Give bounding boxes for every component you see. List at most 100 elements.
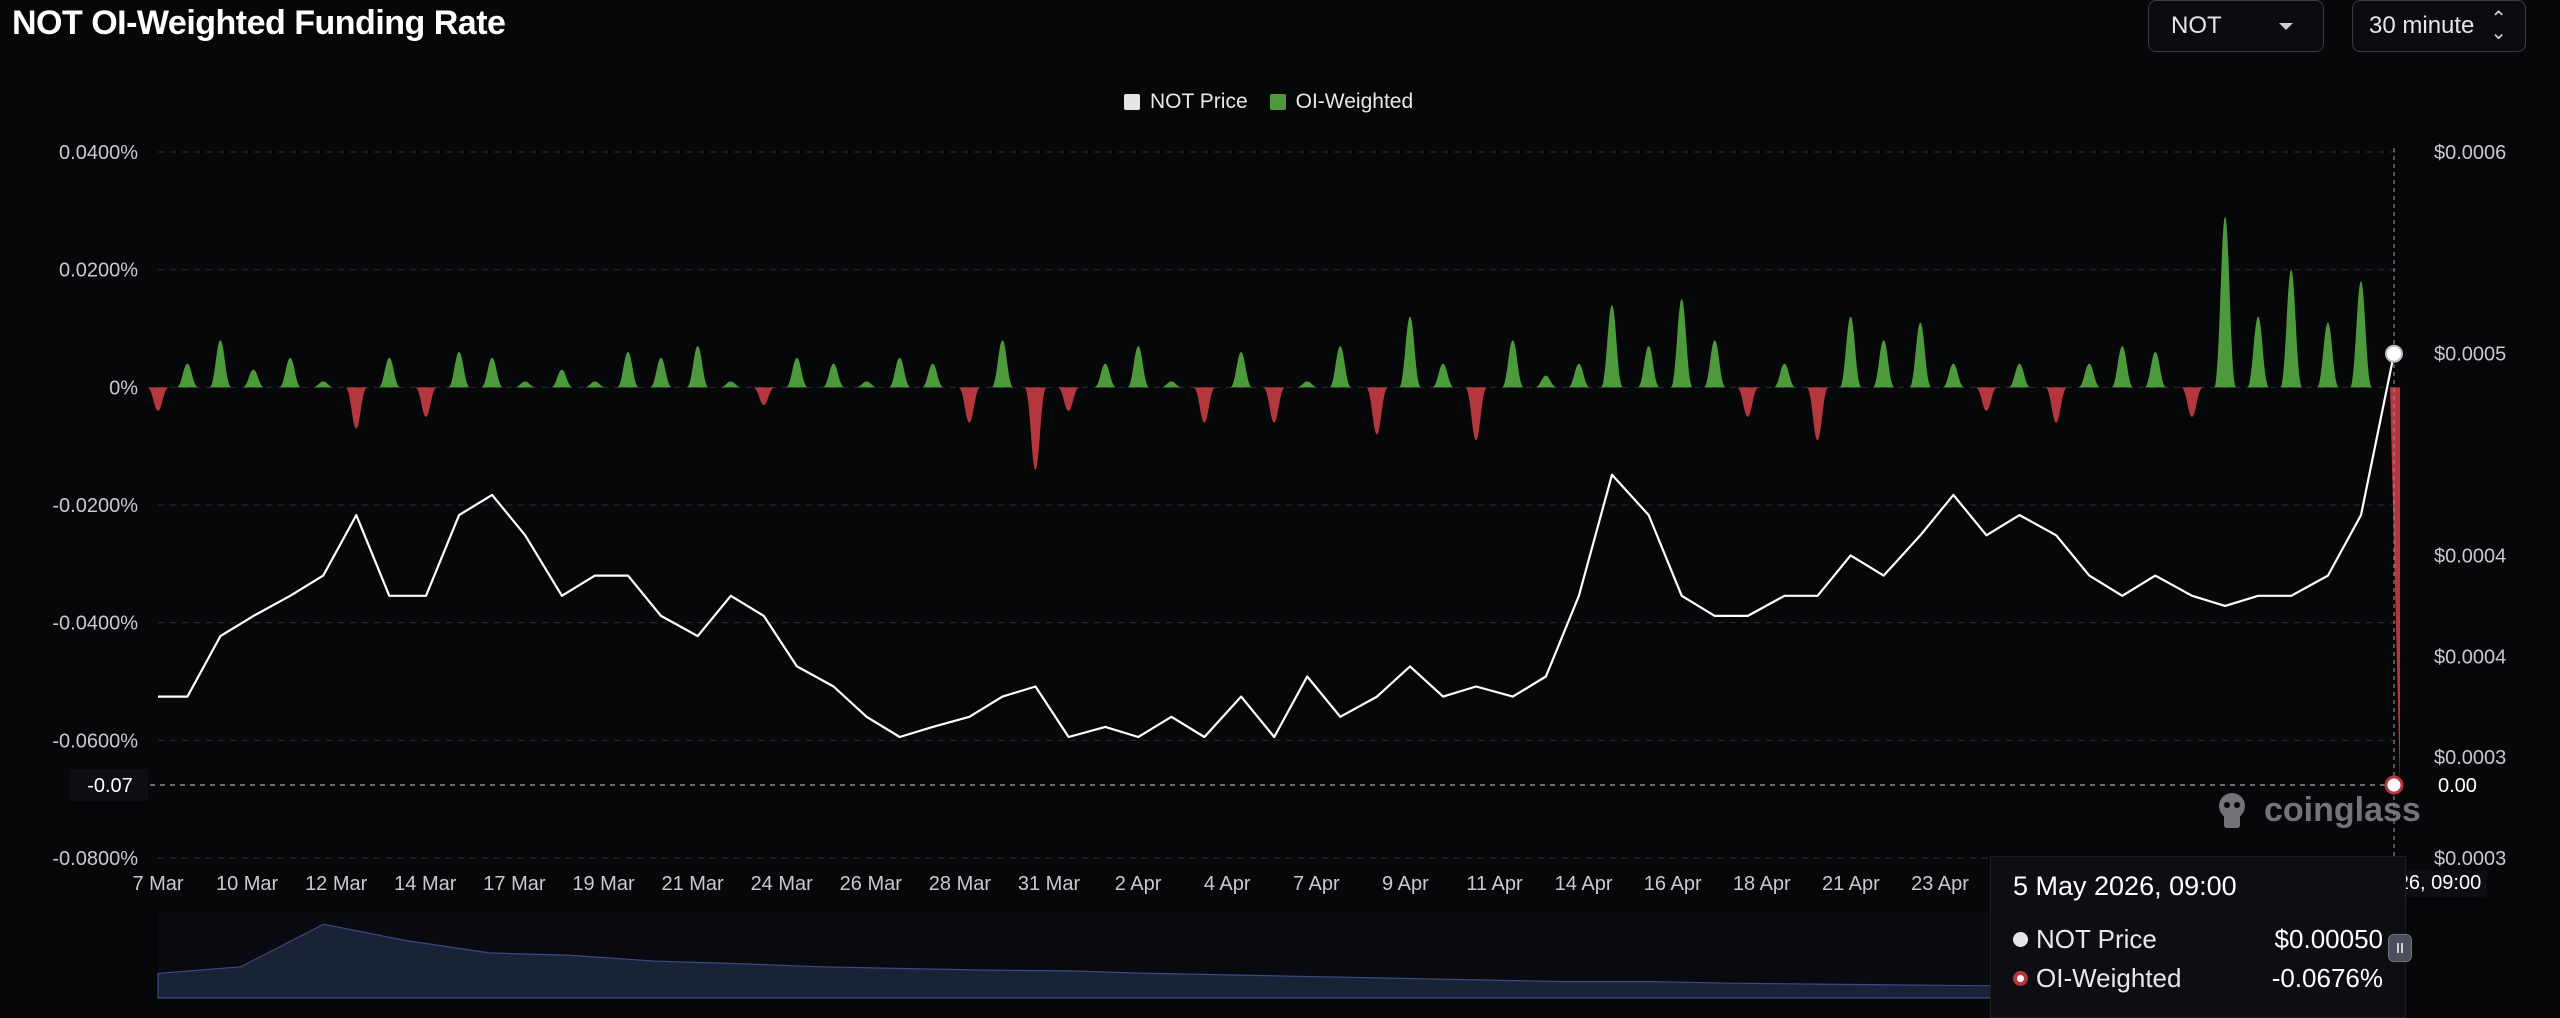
legend-label-price: NOT Price <box>1150 90 1248 113</box>
funding-rate-bar <box>785 357 808 388</box>
tooltip-row-price: NOT Price $0.00050 <box>2013 924 2383 955</box>
funding-rate-bar <box>1057 387 1080 411</box>
y-left-tick-label: 0% <box>109 377 138 399</box>
x-tick-label: 10 Mar <box>216 873 279 895</box>
funding-rate-bar <box>2144 352 2167 388</box>
legend-item-oi[interactable]: OI-Weighted <box>1269 90 1414 114</box>
x-tick-label: 23 Apr <box>1911 873 1969 895</box>
coinglass-logo-icon <box>2219 793 2245 828</box>
x-tick-label: 21 Mar <box>661 873 724 895</box>
funding-rate-bar <box>888 357 911 388</box>
funding-rate-bar <box>2111 346 2134 388</box>
funding-rate-bar <box>1942 363 1965 388</box>
y-right-tick-label: $0.0006 <box>2434 142 2506 164</box>
funding-rate-bar <box>2247 316 2270 388</box>
interval-select[interactable]: 30 minute ⌃ ⌄ <box>2352 0 2526 52</box>
x-tick-label: 31 Mar <box>1018 873 1081 895</box>
legend-swatch-oi <box>1269 94 1286 110</box>
funding-rate-bar <box>550 369 573 388</box>
funding-rate-bar <box>378 357 401 388</box>
x-tick-label: 19 Mar <box>572 873 635 895</box>
funding-rate-bar <box>1024 387 1047 470</box>
funding-rate-bar <box>1094 363 1117 388</box>
funding-rate-bar <box>1567 363 1590 388</box>
navigator-handle[interactable] <box>2388 934 2412 962</box>
x-tick-label: 7 Apr <box>1293 873 1340 895</box>
x-tick-label: 24 Mar <box>751 873 814 895</box>
x-tick-label: 9 Apr <box>1382 873 1429 895</box>
updown-arrows-icon: ⌃ ⌄ <box>2490 6 2507 44</box>
funding-rate-bar <box>616 352 639 388</box>
coinglass-watermark: coinglass <box>2210 788 2421 832</box>
funding-rate-bar <box>481 357 504 388</box>
funding-rate-bar <box>2008 363 2031 388</box>
funding-rate-bar <box>514 381 537 388</box>
funding-rate-bar <box>2078 363 2101 388</box>
x-tick-label: 14 Apr <box>1555 873 1613 895</box>
funding-rate-bar <box>1263 387 1286 423</box>
x-tick-label: 17 Mar <box>483 873 546 895</box>
funding-rate-bar <box>1160 381 1183 388</box>
funding-rate-bar <box>2214 216 2237 388</box>
funding-rate-bar <box>1399 316 1422 388</box>
funding-rate-bar <box>1501 340 1524 388</box>
funding-rate-bar <box>2280 269 2303 388</box>
funding-rate-bar <box>2045 387 2068 423</box>
funding-rate-bar <box>1465 387 1488 441</box>
funding-rate-bar <box>752 387 775 405</box>
funding-rate-bar <box>1637 346 1660 388</box>
x-tick-label: 4 Apr <box>1204 873 1251 895</box>
watermark-text: coinglass <box>2264 790 2421 829</box>
y-left-tick-label: 0.0200% <box>59 260 138 282</box>
coin-select[interactable]: NOT <box>2148 0 2324 52</box>
interval-select-value: 30 minute <box>2369 12 2475 39</box>
x-tick-label: 21 Apr <box>1822 873 1880 895</box>
funding-rate-bar <box>2382 387 2400 786</box>
tooltip-dot-oi <box>2013 971 2028 986</box>
legend-label-oi: OI-Weighted <box>1295 90 1414 113</box>
funding-rate-bar <box>279 357 302 388</box>
funding-rate-bar <box>2349 281 2372 388</box>
funding-rate-bar <box>1193 387 1216 423</box>
funding-rate-bar <box>1975 387 1998 411</box>
funding-rate-bar <box>345 387 368 429</box>
legend-item-price[interactable]: NOT Price <box>1124 90 1248 114</box>
funding-rate-bar <box>1909 322 1932 388</box>
x-tick-label: 18 Apr <box>1733 873 1791 895</box>
y-right-tick-label: $0.0004 <box>2434 545 2506 567</box>
funding-rate-bar <box>209 340 232 388</box>
funding-rate-bar <box>1432 363 1455 388</box>
funding-rate-bar <box>448 352 471 388</box>
y-left-tick-label: -0.0200% <box>52 495 138 517</box>
y-right-tick-label: $0.0003 <box>2434 848 2506 870</box>
funding-rate-bar <box>650 357 673 388</box>
x-tick-label: 12 Mar <box>305 873 368 895</box>
x-tick-label: 2 Apr <box>1115 873 1162 895</box>
y-right-tick-label: $0.0003 <box>2434 747 2506 769</box>
tooltip-date: 5 May 2026, 09:00 <box>2013 871 2237 901</box>
x-tick-label: 26 Mar <box>840 873 903 895</box>
funding-rate-bar <box>1872 340 1895 388</box>
y-left-tick-label: -0.0600% <box>52 730 138 752</box>
funding-rate-bar <box>1736 387 1759 417</box>
funding-rate-bar <box>2181 387 2204 417</box>
funding-rate-bar <box>176 363 199 388</box>
funding-rate-bar <box>1839 316 1862 388</box>
chart-tooltip: 5 May 2026, 09:00 NOT Price $0.00050 OI-… <box>1990 856 2406 1018</box>
tooltip-oi-value: -0.0676% <box>2271 963 2383 993</box>
legend-swatch-price <box>1124 94 1140 110</box>
funding-rate-bar <box>1296 381 1319 388</box>
tooltip-oi-label: OI-Weighted <box>2036 963 2182 993</box>
y-right-tick-label: $0.0005 <box>2434 344 2506 366</box>
funding-rate-bar <box>147 387 169 411</box>
funding-rate-bar <box>1127 346 1150 388</box>
funding-rate-bar <box>1703 340 1726 388</box>
funding-rate-bar <box>1773 363 1796 388</box>
funding-rate-bar <box>921 363 944 388</box>
y-left-tick-label: 0.0400% <box>59 142 138 164</box>
coin-select-value: NOT <box>2171 12 2222 39</box>
y-left-tick-label: -0.0400% <box>52 613 138 635</box>
funding-rate-bar <box>822 363 845 388</box>
funding-rate-bar <box>1600 304 1623 388</box>
funding-rate-bar <box>1365 387 1388 435</box>
